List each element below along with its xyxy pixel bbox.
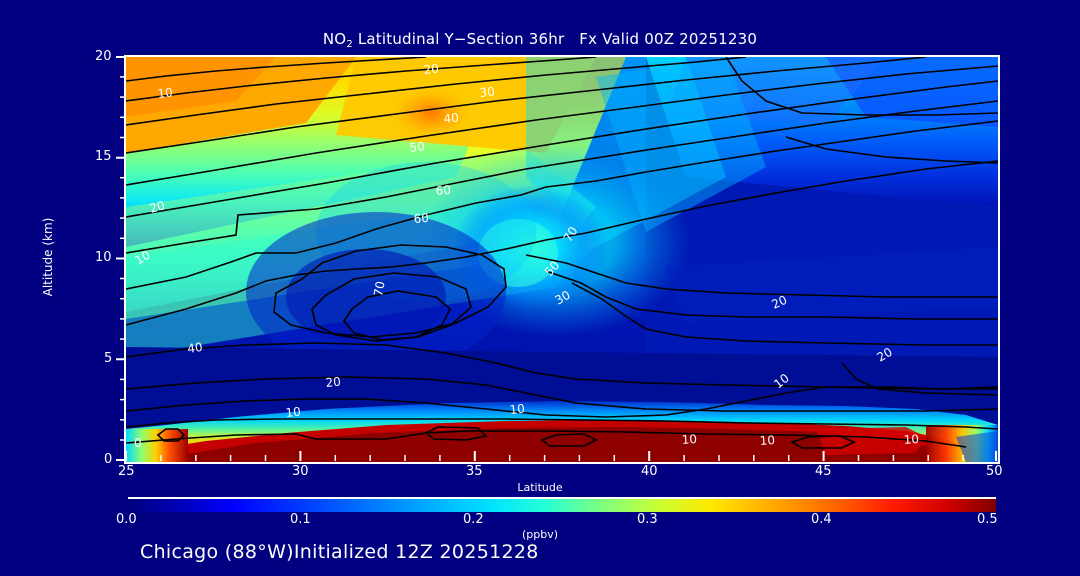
title-remainder: Latitudinal Y−Section 36hr Fx Valid 00Z … [352, 30, 758, 48]
xtick-label-5: 50 [986, 464, 1003, 479]
svg-text:60: 60 [413, 211, 429, 226]
svg-text:30: 30 [553, 288, 573, 308]
y-axis-label: Altitude (km) [41, 217, 55, 297]
ytick-label-0: 0 [104, 452, 113, 467]
svg-text:10: 10 [681, 432, 697, 447]
svg-text:40: 40 [443, 110, 460, 126]
cross-section-svg: 10 20 30 40 50 60 70 50 30 20 10 60 70 4… [126, 57, 998, 462]
xtick-label-4: 45 [815, 464, 832, 479]
cbar-tick-1: 0.1 [290, 512, 311, 527]
svg-text:20: 20 [423, 61, 440, 77]
svg-text:20: 20 [875, 345, 895, 365]
xtick-label-2: 35 [466, 464, 483, 479]
title-species: NO [322, 30, 347, 48]
colorbar-label: (ppbv) [521, 528, 559, 541]
x-axis-label: Latitude [517, 481, 563, 494]
svg-text:10: 10 [759, 433, 775, 448]
svg-text:20: 20 [770, 293, 790, 312]
colorbar-gradient [128, 499, 996, 512]
cbar-tick-0: 0.0 [116, 512, 137, 527]
cbar-tick-3: 0.3 [637, 512, 658, 527]
xtick-label-1: 30 [292, 464, 309, 479]
page-title: NO2 Latitudinal Y−Section 36hr Fx Valid … [0, 30, 1080, 50]
svg-text:20: 20 [148, 198, 167, 216]
plot-frame [124, 55, 1000, 464]
cbar-tick-2: 0.2 [463, 512, 484, 527]
xtick-label-3: 40 [641, 464, 658, 479]
xtick-label-0: 25 [118, 464, 135, 479]
svg-text:10: 10 [509, 401, 526, 417]
svg-text:10: 10 [285, 404, 302, 420]
svg-text:10: 10 [157, 85, 174, 101]
svg-text:70: 70 [371, 280, 387, 297]
ytick-label-3: 15 [95, 149, 112, 164]
cbar-tick-4: 0.4 [811, 512, 832, 527]
ytick-label-4: 20 [95, 49, 112, 64]
svg-text:20: 20 [325, 374, 342, 390]
cbar-tick-5: 0.5 [977, 512, 998, 527]
colorbar [128, 497, 996, 512]
svg-text:40: 40 [186, 340, 203, 356]
svg-text:50: 50 [409, 139, 426, 155]
cross-section-plot: 10 20 30 40 50 60 70 50 30 20 10 60 70 4… [126, 57, 998, 462]
ytick-label-2: 10 [95, 250, 112, 265]
ytick-label-1: 5 [104, 351, 113, 366]
svg-text:70: 70 [561, 224, 581, 244]
contour-labels: 10 20 30 40 50 60 70 50 30 20 10 60 70 4… [133, 61, 920, 450]
svg-text:0: 0 [134, 436, 142, 450]
figure-caption: Chicago (88°W)Initialized 12Z 20251228 [140, 541, 539, 563]
svg-text:10: 10 [133, 248, 153, 268]
svg-text:30: 30 [479, 84, 496, 100]
title-subscript: 2 [346, 39, 353, 50]
svg-text:60: 60 [435, 183, 451, 198]
contour-lines [126, 57, 998, 449]
svg-text:10: 10 [903, 432, 919, 447]
